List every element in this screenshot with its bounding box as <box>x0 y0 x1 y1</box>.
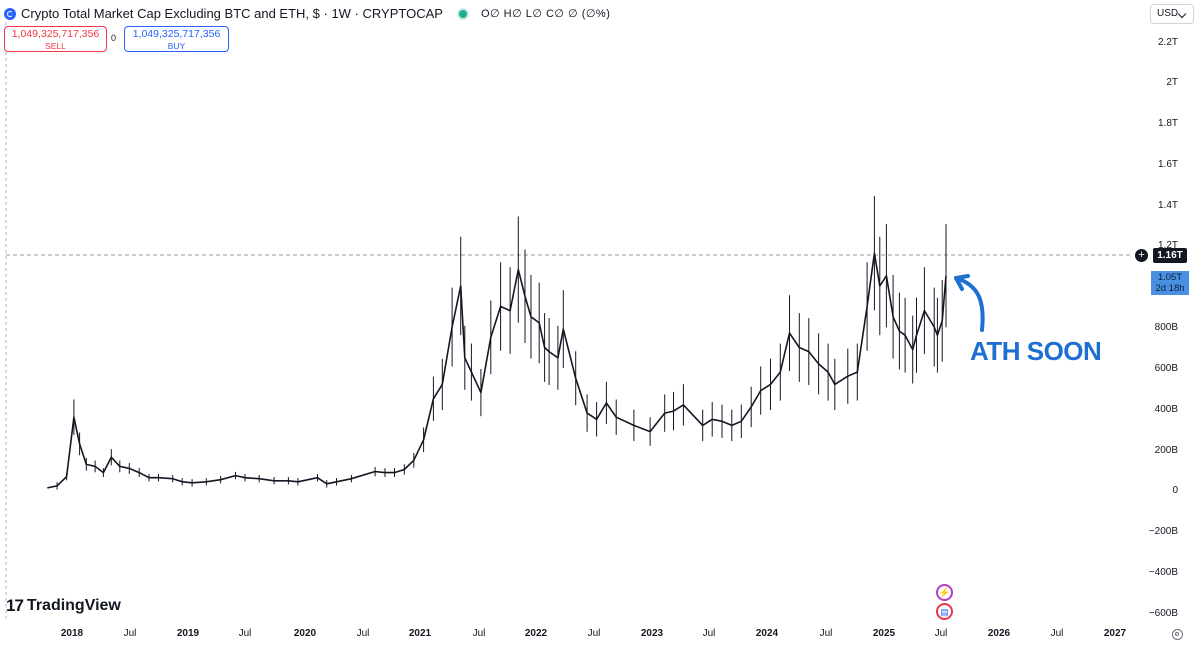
lightning-event-icon[interactable]: ⚡ <box>936 584 953 601</box>
price-tick: 1.2T <box>1157 240 1178 251</box>
symbol-title[interactable]: Crypto Total Market Cap Excluding BTC an… <box>21 6 443 21</box>
price-tick: 800B <box>1154 322 1178 333</box>
market-status-icon <box>458 9 467 18</box>
price-tick: −200B <box>1148 526 1178 537</box>
price-tick: 1.8T <box>1157 118 1178 129</box>
brand-name: TradingView <box>26 597 121 614</box>
bar-countdown: 2d 18h <box>1155 283 1185 294</box>
sell-price: 1,049,325,717,356 <box>11 28 100 40</box>
time-tick: 2025 <box>872 628 896 639</box>
price-tick: 2T <box>1166 77 1178 88</box>
price-tick: 1.4T <box>1157 200 1178 211</box>
time-tick: Jul <box>123 628 137 639</box>
time-tick: Jul <box>472 628 486 639</box>
time-tick: Jul <box>934 628 948 639</box>
time-tick: 2018 <box>60 628 84 639</box>
us-flag-event-icon[interactable]: ▤ <box>936 603 953 620</box>
time-tick: Jul <box>587 628 601 639</box>
gear-icon[interactable] <box>1172 629 1183 640</box>
ath-soon-annotation: ATH SOON <box>970 336 1102 366</box>
last-price-badge: 1.05T 2d 18h <box>1151 271 1189 295</box>
time-tick: Jul <box>238 628 252 639</box>
price-tick: −600B <box>1148 608 1178 619</box>
time-tick: 2022 <box>524 628 548 639</box>
symbol-logo-icon <box>4 7 16 20</box>
sell-label: SELL <box>45 41 66 51</box>
time-tick: 2021 <box>408 628 432 639</box>
time-tick: Jul <box>819 628 833 639</box>
price-tick: 200B <box>1154 445 1178 456</box>
sell-button[interactable]: 1,049,325,717,356 SELL <box>4 26 107 52</box>
time-tick: 2019 <box>176 628 200 639</box>
ohlc-values: O∅ H∅ L∅ C∅ ∅ (∅%) <box>480 8 611 20</box>
tradingview-mark-icon: 17 <box>6 596 24 615</box>
time-tick: 2027 <box>1103 628 1127 639</box>
buy-button[interactable]: 1,049,325,717,356 BUY <box>124 26 229 52</box>
time-tick: Jul <box>702 628 716 639</box>
last-price-value: 1.05T <box>1157 272 1183 283</box>
time-tick: 2020 <box>293 628 317 639</box>
time-tick: 2023 <box>640 628 664 639</box>
price-tick: 1.6T <box>1157 159 1178 170</box>
price-tick: 400B <box>1154 404 1178 415</box>
buy-label: BUY <box>167 41 186 51</box>
ath-level-badge: 1.16T <box>1153 248 1187 263</box>
time-tick: 2024 <box>755 628 779 639</box>
price-tick: 2.2T <box>1157 37 1178 48</box>
chart-header: Crypto Total Market Cap Excluding BTC an… <box>4 6 610 21</box>
spread-value: 0 <box>111 33 117 43</box>
tradingview-logo[interactable]: 17 TradingView <box>6 596 121 616</box>
time-tick: Jul <box>356 628 370 639</box>
time-tick: Jul <box>1050 628 1064 639</box>
price-line <box>47 252 947 489</box>
price-series <box>47 196 947 490</box>
add-alert-plus-icon[interactable]: + <box>1135 249 1148 262</box>
price-tick: −400B <box>1148 567 1178 578</box>
buy-price: 1,049,325,717,356 <box>132 28 221 40</box>
time-tick: 2026 <box>987 628 1011 639</box>
price-tick: 600B <box>1154 363 1178 374</box>
price-tick: 0 <box>1172 485 1178 496</box>
currency-select[interactable]: USD <box>1150 4 1194 24</box>
annotation-arrow <box>954 274 985 332</box>
